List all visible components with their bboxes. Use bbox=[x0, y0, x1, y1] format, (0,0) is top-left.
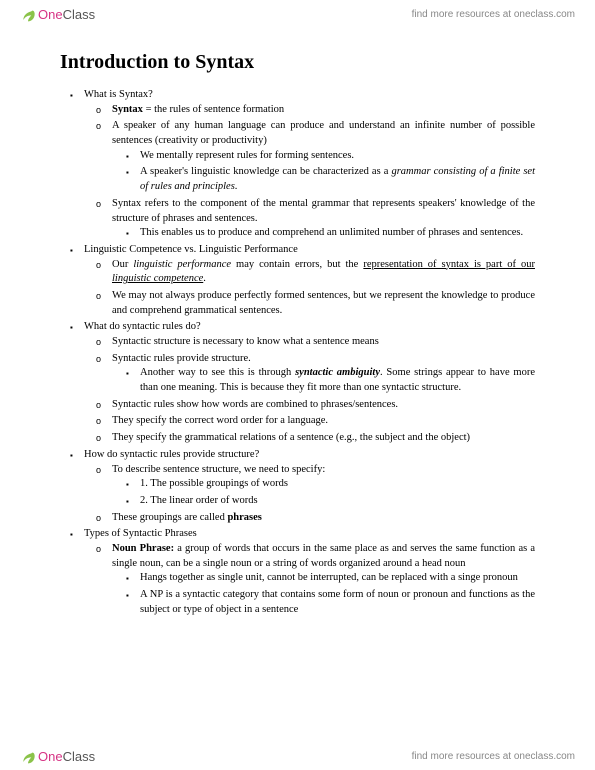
footer-link[interactable]: find more resources at oneclass.com bbox=[412, 751, 575, 762]
logo: OneClass bbox=[20, 748, 95, 764]
list-item: We may not always produce perfectly form… bbox=[112, 289, 535, 318]
logo-text: OneClass bbox=[38, 749, 95, 764]
section-heading: How do syntactic rules provide structure… bbox=[84, 448, 535, 525]
section-heading: Linguistic Competence vs. Linguistic Per… bbox=[84, 243, 535, 318]
list-item: Our linguistic performance may contain e… bbox=[112, 258, 535, 287]
section-heading: What is Syntax? Syntax = the rules of se… bbox=[84, 88, 535, 241]
list-item: Syntax refers to the component of the me… bbox=[112, 197, 535, 241]
section-heading: Types of Syntactic Phrases Noun Phrase: … bbox=[84, 527, 535, 617]
list-item: They specify the correct word order for … bbox=[112, 414, 535, 429]
list-item: They specify the grammatical relations o… bbox=[112, 431, 535, 446]
list-item: 2. The linear order of words bbox=[140, 494, 535, 509]
list-item: To describe sentence structure, we need … bbox=[112, 463, 535, 509]
list-item: We mentally represent rules for forming … bbox=[140, 149, 535, 164]
list-item: Hangs together as single unit, cannot be… bbox=[140, 571, 535, 586]
list-item: A speaker's linguistic knowledge can be … bbox=[140, 165, 535, 194]
page-title: Introduction to Syntax bbox=[60, 48, 535, 76]
list-item: This enables us to produce and comprehen… bbox=[140, 226, 535, 241]
list-item: Syntax = the rules of sentence formation bbox=[112, 103, 535, 118]
document-body: Introduction to Syntax What is Syntax? S… bbox=[0, 28, 595, 629]
list-item: Syntactic structure is necessary to know… bbox=[112, 335, 535, 350]
list-item: Another way to see this is through synta… bbox=[140, 366, 535, 395]
logo-text: OneClass bbox=[38, 7, 95, 22]
logo: OneClass bbox=[20, 6, 95, 22]
list-item: A NP is a syntactic category that contai… bbox=[140, 588, 535, 617]
leaf-icon bbox=[20, 748, 36, 764]
list-item: Syntactic rules show how words are combi… bbox=[112, 398, 535, 413]
leaf-icon bbox=[20, 6, 36, 22]
list-item: 1. The possible groupings of words bbox=[140, 477, 535, 492]
list-item: Noun Phrase: a group of words that occur… bbox=[112, 542, 535, 617]
footer-bar: OneClass find more resources at oneclass… bbox=[0, 742, 595, 770]
section-heading: What do syntactic rules do? Syntactic st… bbox=[84, 320, 535, 446]
list-item: These groupings are called phrases bbox=[112, 511, 535, 526]
list-item: Syntactic rules provide structure. Anoth… bbox=[112, 352, 535, 396]
header-link[interactable]: find more resources at oneclass.com bbox=[412, 9, 575, 20]
header-bar: OneClass find more resources at oneclass… bbox=[0, 0, 595, 28]
list-item: A speaker of any human language can prod… bbox=[112, 119, 535, 194]
